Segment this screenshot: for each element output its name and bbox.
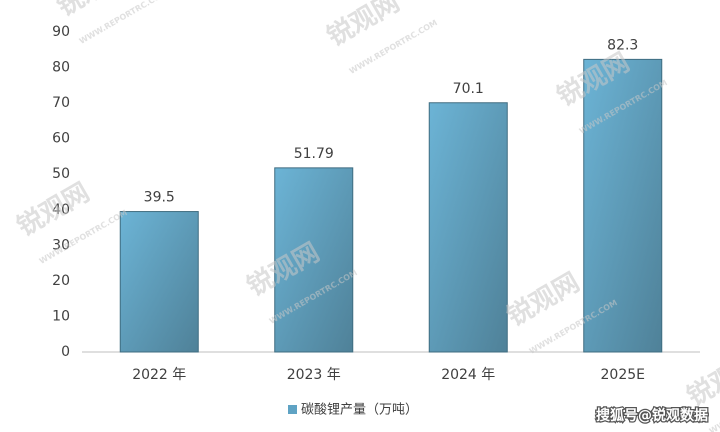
x-tick-label: 2022 年 xyxy=(132,367,186,383)
legend-swatch xyxy=(288,405,297,414)
y-tick-label: 40 xyxy=(52,202,70,218)
legend-label: 碳酸锂产量（万吨） xyxy=(301,403,418,418)
y-tick-label: 0 xyxy=(61,344,70,360)
y-tick-label: 90 xyxy=(52,24,70,40)
y-tick-label: 80 xyxy=(52,60,70,76)
x-tick-label: 2025E xyxy=(601,367,645,383)
bar xyxy=(428,102,508,353)
y-tick-label: 70 xyxy=(52,95,70,111)
x-tick-label: 2024 年 xyxy=(441,367,495,383)
y-tick-label: 50 xyxy=(52,166,70,182)
bar xyxy=(274,167,354,353)
data-label: 39.5 xyxy=(144,190,175,206)
source-label: 搜狐号@锐观数据 xyxy=(596,407,708,424)
y-tick-label: 10 xyxy=(52,308,70,324)
y-tick-label: 30 xyxy=(52,237,70,253)
bar xyxy=(583,58,663,353)
data-label: 51.79 xyxy=(294,146,334,162)
bar xyxy=(119,211,199,353)
data-label: 70.1 xyxy=(453,81,484,97)
y-tick-label: 60 xyxy=(52,131,70,147)
x-tick-label: 2023 年 xyxy=(287,367,341,383)
y-tick-label: 20 xyxy=(52,273,70,289)
data-label: 82.3 xyxy=(607,37,638,53)
watermark: 锐观网 xyxy=(682,347,720,413)
